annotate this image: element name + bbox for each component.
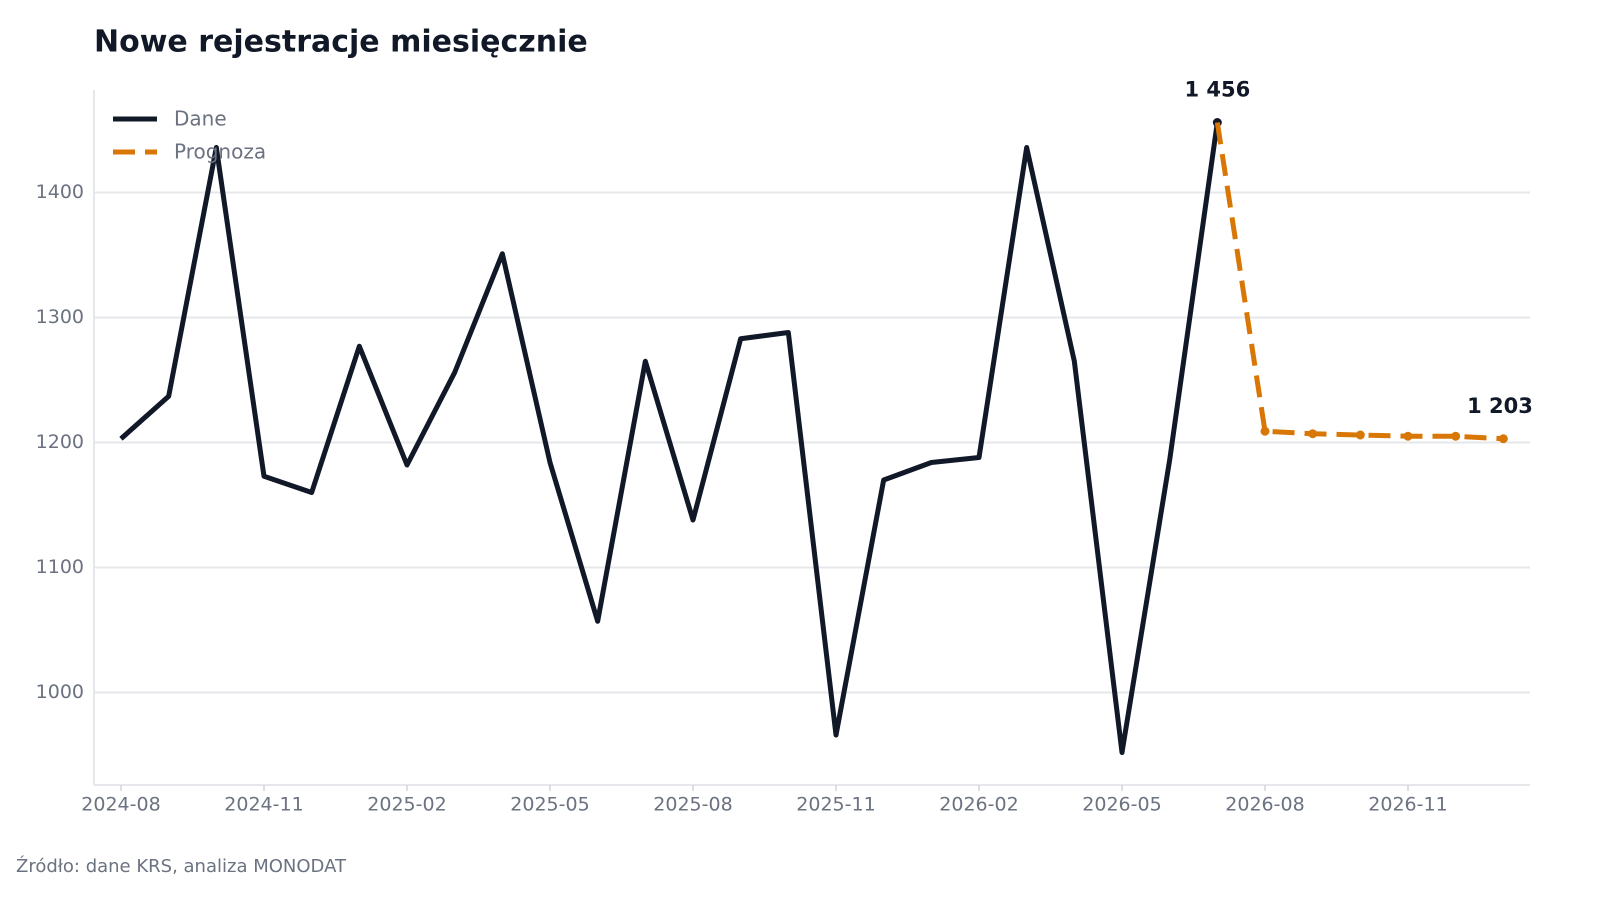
- x-tick-label: 2025-02: [367, 794, 446, 816]
- legend-label: Prognoza: [174, 140, 266, 164]
- source-note: Źródło: dane KRS, analiza MONODAT: [16, 855, 347, 877]
- y-tick-label: 1300: [36, 306, 84, 328]
- point: [1498, 434, 1508, 444]
- point: [1451, 431, 1461, 441]
- x-tick-label: 2025-11: [796, 794, 875, 816]
- y-tick-label: 1000: [36, 681, 84, 703]
- x-tick-label: 2026-11: [1368, 794, 1447, 816]
- x-tick-label: 2026-05: [1082, 794, 1161, 816]
- series-line: [119, 122, 1220, 755]
- value-label: 1 456: [1184, 78, 1250, 102]
- x-tick-label: 2024-08: [81, 794, 160, 816]
- y-tick-label: 1200: [36, 431, 84, 453]
- chart-title: Nowe rejestracje miesięcznie: [94, 25, 588, 60]
- point: [1260, 426, 1270, 436]
- point: [1355, 430, 1365, 440]
- point: [1403, 431, 1413, 441]
- point: [1308, 429, 1318, 439]
- x-tick-label: 2026-08: [1225, 794, 1304, 816]
- series-line: [1214, 122, 1504, 442]
- legend-label: Dane: [174, 107, 227, 131]
- x-tick-label: 2024-11: [224, 794, 303, 816]
- y-tick-label: 1100: [36, 556, 84, 578]
- y-tick-label: 1400: [36, 181, 84, 203]
- x-tick-label: 2025-05: [510, 794, 589, 816]
- x-tick-label: 2026-02: [939, 794, 1018, 816]
- x-tick-label: 2025-08: [653, 794, 732, 816]
- value-label: 1 203: [1467, 394, 1533, 418]
